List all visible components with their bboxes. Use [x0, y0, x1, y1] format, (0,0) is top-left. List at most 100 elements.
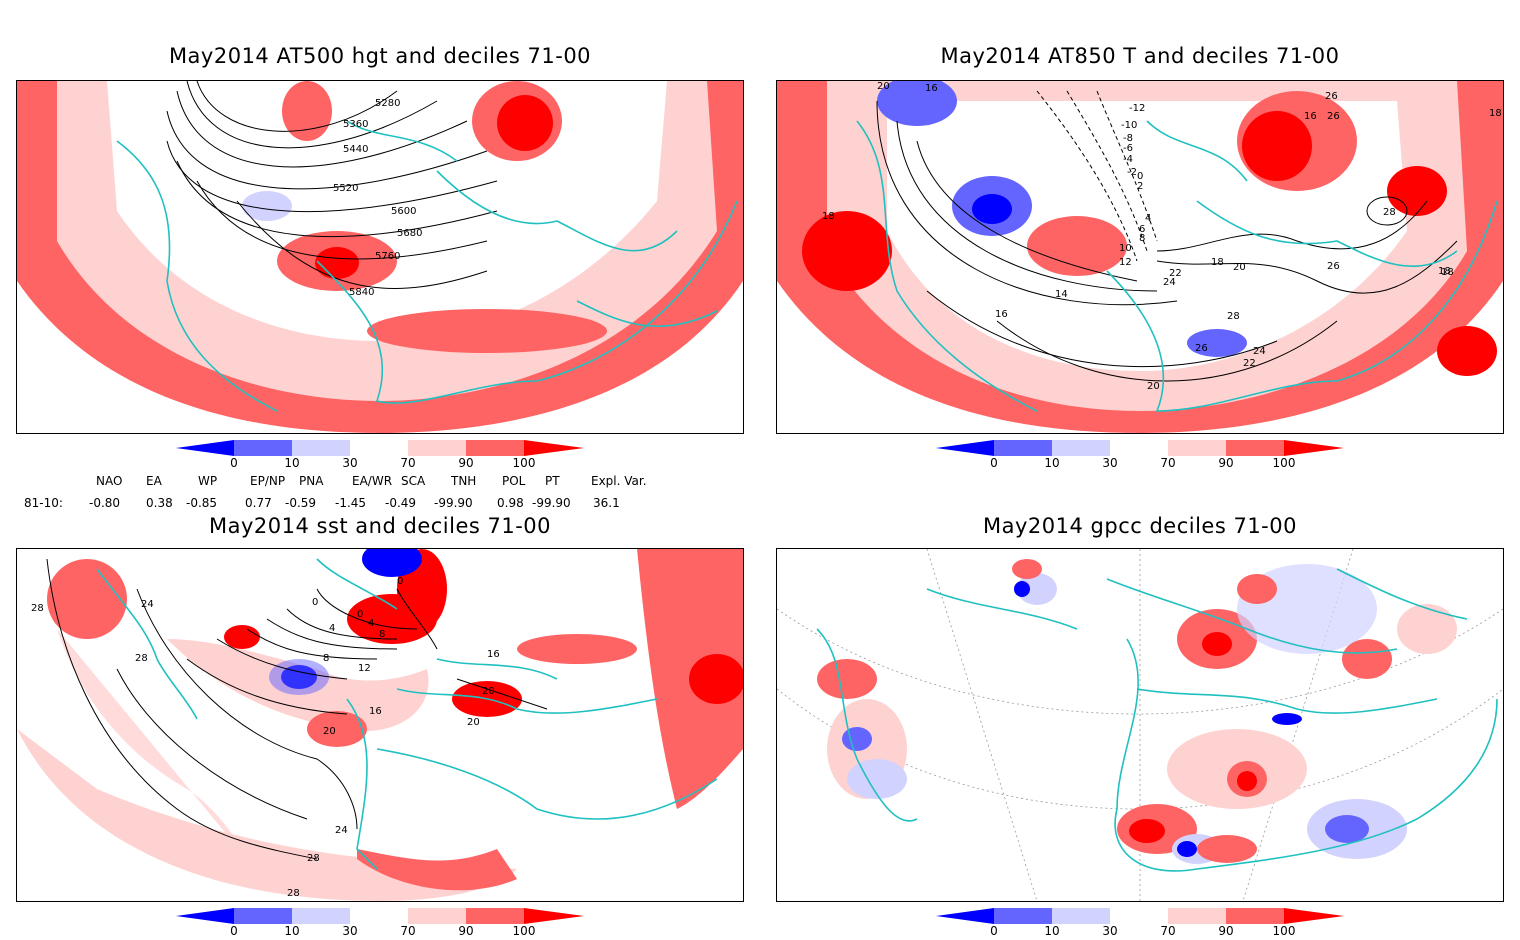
svg-text:18: 18: [1441, 267, 1454, 278]
svg-text:20: 20: [1147, 381, 1160, 392]
colorbar-tick: 0: [230, 924, 238, 938]
colorbar-tick: 90: [1218, 924, 1234, 938]
svg-text:24: 24: [141, 599, 154, 610]
index-value: -0.85: [186, 496, 218, 510]
svg-text:0: 0: [357, 609, 363, 620]
svg-text:12: 12: [358, 663, 371, 674]
colorbar-tick: 10: [284, 924, 300, 938]
svg-text:24: 24: [1163, 277, 1176, 288]
svg-text:26: 26: [1327, 261, 1340, 272]
index-name: PT: [545, 474, 560, 488]
svg-text:-10: -10: [1121, 120, 1137, 131]
svg-text:0: 0: [312, 597, 318, 608]
svg-text:8: 8: [1139, 233, 1145, 244]
colorbar-tick: 70: [400, 924, 416, 938]
svg-text:28: 28: [135, 653, 148, 664]
colorbar-sst: 0 10 30 70 90 100: [176, 908, 586, 940]
svg-text:20: 20: [467, 717, 480, 728]
svg-text:28: 28: [287, 888, 300, 899]
svg-text:20: 20: [1233, 262, 1246, 273]
map-t850: 20 16 -12 -10 -8 -6 -4 -2 0 2 4 6 8 10 1…: [776, 80, 1504, 434]
svg-text:28: 28: [31, 603, 44, 614]
svg-text:20: 20: [482, 686, 495, 697]
svg-text:0: 0: [1137, 171, 1143, 182]
index-name: TNH: [451, 474, 477, 488]
svg-text:22: 22: [1243, 358, 1256, 369]
svg-text:5440: 5440: [343, 144, 368, 155]
colorbar-tick: 100: [1272, 924, 1296, 938]
index-value: -99.90: [532, 496, 571, 510]
panel-title-hgt500: May2014 AT500 hgt and deciles 71-00: [168, 44, 592, 68]
svg-text:12: 12: [1119, 257, 1132, 268]
teleconnection-indices: NAO EA WP EP/NP PNA EA/WR SCA TNH POL PT…: [0, 474, 700, 514]
svg-text:-4: -4: [1123, 154, 1133, 165]
svg-text:-2: -2: [1127, 167, 1137, 178]
svg-text:2: 2: [1137, 181, 1143, 192]
index-name: Expl. Var.: [591, 474, 647, 488]
panel-title-gpcc: May2014 gpcc deciles 71-00: [983, 514, 1297, 538]
svg-text:18: 18: [1438, 266, 1451, 277]
svg-text:24: 24: [335, 825, 348, 836]
svg-text:14: 14: [1055, 289, 1068, 300]
index-name: EP/NP: [250, 474, 286, 488]
svg-text:5760: 5760: [375, 251, 400, 262]
svg-text:22: 22: [1169, 268, 1182, 279]
svg-text:8: 8: [379, 629, 385, 640]
index-name: EA: [146, 474, 162, 488]
colorbar-tick: 90: [1218, 456, 1234, 470]
colorbar-tick: 0: [990, 456, 998, 470]
svg-text:26: 26: [1195, 343, 1208, 354]
colorbar-tick: 30: [342, 924, 358, 938]
svg-text:5520: 5520: [333, 183, 358, 194]
svg-text:26: 26: [1327, 111, 1340, 122]
svg-text:5680: 5680: [397, 228, 422, 239]
colorbar-t850: 0 10 30 70 90 100: [936, 440, 1346, 472]
svg-text:4: 4: [329, 623, 335, 634]
colorbar-tick: 90: [458, 456, 474, 470]
colorbar-tick: 30: [342, 456, 358, 470]
colorbar-tick: 100: [512, 924, 536, 938]
colorbar-tick: 100: [512, 456, 536, 470]
svg-text:4: 4: [368, 618, 374, 629]
svg-text:6: 6: [1139, 224, 1145, 235]
svg-text:28: 28: [1383, 207, 1396, 218]
svg-text:5360: 5360: [343, 119, 368, 130]
svg-text:20: 20: [877, 81, 890, 92]
colorbar-tick: 70: [400, 456, 416, 470]
map-hgt500: 5280 5360 5440 5520 5600 5680 5760 5840: [16, 80, 744, 434]
index-value: -0.59: [285, 496, 317, 510]
svg-text:18: 18: [822, 211, 835, 222]
svg-text:24: 24: [1253, 346, 1266, 357]
index-name: EA/WR: [352, 474, 393, 488]
map-sst: 28 24 28 0 0 0 4 4 8 8 12 16 20 16 20 20…: [16, 548, 744, 902]
colorbar-gpcc: 0 10 30 70 90 100: [936, 908, 1346, 940]
svg-text:28: 28: [307, 853, 320, 864]
index-name: SCA: [401, 474, 426, 488]
svg-text:10: 10: [1119, 243, 1132, 254]
svg-text:16: 16: [995, 309, 1008, 320]
svg-text:4: 4: [1145, 213, 1151, 224]
index-value: 36.1: [593, 496, 620, 510]
svg-text:20: 20: [323, 726, 336, 737]
svg-text:8: 8: [323, 653, 329, 664]
index-name: WP: [198, 474, 218, 488]
colorbar-tick: 10: [1044, 456, 1060, 470]
colorbar-tick: 0: [990, 924, 998, 938]
index-name: PNA: [299, 474, 324, 488]
svg-text:16: 16: [1304, 111, 1317, 122]
svg-text:16: 16: [369, 706, 382, 717]
svg-text:16: 16: [487, 649, 500, 660]
index-value: 0.38: [146, 496, 173, 510]
svg-text:5840: 5840: [349, 287, 374, 298]
svg-text:5600: 5600: [391, 206, 416, 217]
colorbar-tick: 10: [284, 456, 300, 470]
index-value: -99.90: [434, 496, 473, 510]
map-gpcc: [776, 548, 1504, 902]
colorbar-tick: 90: [458, 924, 474, 938]
colorbar-tick: 100: [1272, 456, 1296, 470]
colorbar-tick: 70: [1160, 456, 1176, 470]
index-value: -1.45: [335, 496, 367, 510]
colorbar-tick: 10: [1044, 924, 1060, 938]
svg-text:5280: 5280: [375, 98, 400, 109]
colorbar-tick: 30: [1102, 456, 1118, 470]
